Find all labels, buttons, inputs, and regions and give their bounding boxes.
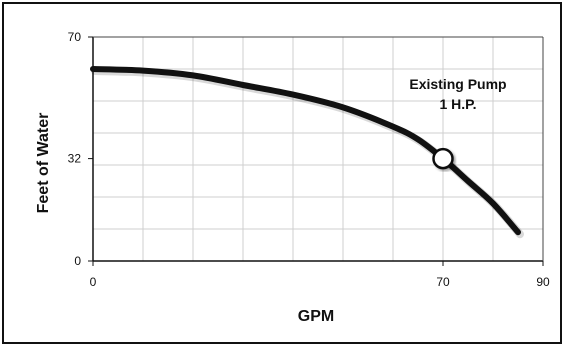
annotation-line-1: Existing Pump	[409, 76, 506, 92]
axes	[92, 36, 544, 262]
x-axis-title: GPM	[298, 308, 334, 325]
x-tick-label: 70	[436, 275, 450, 289]
x-tick-label: 90	[536, 275, 550, 289]
x-tick-label: 0	[90, 275, 97, 289]
y-tick-label: 70	[68, 30, 82, 44]
operating-point-marker	[432, 147, 454, 170]
y-tick-labels: 0 32 70	[68, 30, 93, 268]
reference-point-layer	[432, 147, 454, 170]
x-tick-labels: 0 70 90	[90, 261, 550, 289]
y-axis-title: Feet of Water	[35, 113, 52, 214]
reference-lines	[93, 157, 445, 261]
chart-frame	[2, 2, 562, 344]
y-tick-label: 0	[74, 254, 81, 268]
series-layer	[90, 66, 524, 239]
pump-curve-line	[90, 66, 521, 236]
annotation-line-2: 1 H.P.	[439, 96, 476, 112]
y-tick-label: 32	[68, 152, 82, 166]
